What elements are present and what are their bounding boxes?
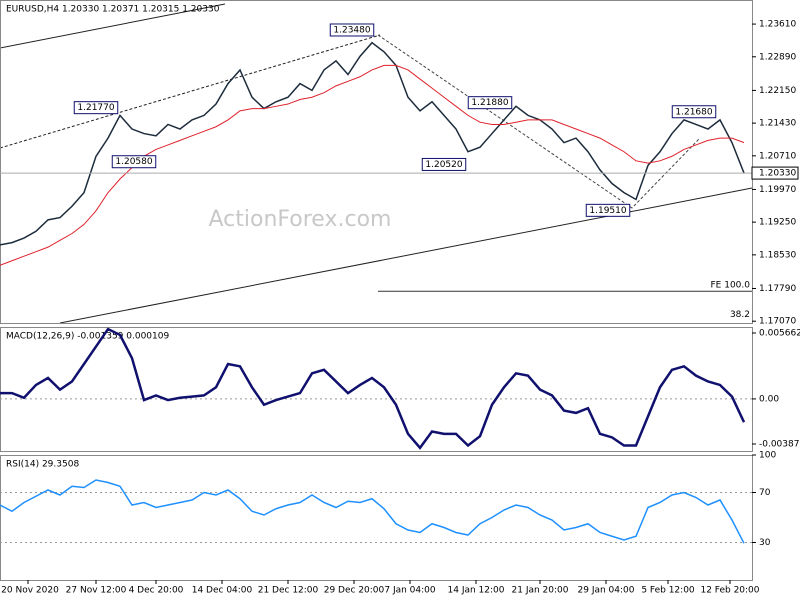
price-label-box (73, 101, 119, 115)
y-tick-label: 1.19970 (759, 185, 796, 195)
panel-title: EURUSD,H4 1.20330 1.20371 1.20315 1.2033… (6, 5, 220, 15)
price-label-box (111, 155, 157, 169)
channel-line (0, 3, 226, 49)
y-tick-label: 0.005662 (759, 328, 800, 338)
panel-title: RSI(14) 29.3508 (6, 460, 79, 470)
series-line (0, 327, 746, 450)
x-tick-label: 12 Feb 20:00 (700, 586, 759, 596)
fibo-line (377, 34, 701, 209)
trend-line (59, 187, 753, 324)
price-label-box (467, 96, 513, 110)
price-label: 1.21880 (471, 98, 508, 108)
watermark: ActionForex.com (209, 207, 392, 232)
price-label: 1.20520 (425, 160, 462, 170)
x-tick-label: 5 Feb 12:00 (641, 586, 695, 596)
x-tick-label: 14 Jan 12:00 (448, 586, 505, 596)
x-tick-label: 29 Jan 04:00 (578, 586, 635, 596)
x-tick-label: 14 Dec 04:00 (192, 586, 253, 596)
panel-frame (0, 327, 753, 452)
y-tick-label: 30 (759, 538, 771, 548)
fibo-level-label: 38.2 (730, 310, 750, 320)
last-price-box (751, 166, 799, 180)
price-label: 1.23480 (333, 25, 370, 35)
price-label: 1.21680 (675, 107, 712, 117)
channel-line (0, 34, 381, 149)
x-tick-label: 4 Dec 20:00 (129, 586, 184, 596)
y-tick-label: -0.003872 (759, 440, 800, 450)
y-tick-label: 1.22890 (759, 52, 796, 62)
price-label-box (671, 105, 717, 119)
y-tick-label: 1.21430 (759, 119, 796, 129)
price-label: 1.20580 (115, 157, 152, 167)
price-label-box (329, 23, 375, 37)
last-price-label: 1.20330 (759, 169, 796, 179)
panel-title: MACD(12,26,9) -0.001359 0.000109 (6, 332, 169, 342)
y-tick-label: 1.17070 (759, 317, 796, 327)
x-tick-label: 7 Jan 04:00 (384, 586, 436, 596)
panel-frame (0, 455, 753, 581)
price-label-box (585, 203, 631, 217)
y-tick-label: 70 (759, 488, 771, 498)
series-line (0, 41, 745, 246)
fibo-level-label: FE 100.0 (711, 281, 751, 291)
y-tick-label: 1.19250 (759, 218, 796, 228)
price-label: 1.19510 (589, 206, 626, 216)
y-tick-label: 100 (759, 451, 776, 461)
x-tick-label: 29 Dec 20:00 (324, 586, 385, 596)
y-tick-label: 1.22150 (759, 86, 796, 96)
x-tick-label: 21 Dec 12:00 (258, 586, 319, 596)
series-line (0, 64, 745, 266)
y-tick-label: 1.23610 (759, 20, 796, 30)
x-tick-label: 21 Jan 20:00 (512, 586, 569, 596)
x-tick-label: 20 Nov 2020 (1, 586, 59, 596)
price-label: 1.21770 (77, 103, 114, 113)
price-label-box (421, 157, 467, 171)
x-tick-label: 27 Nov 12:00 (66, 586, 127, 596)
y-tick-label: 1.20710 (759, 151, 796, 161)
panel-frame (0, 0, 753, 324)
y-tick-label: 1.18530 (759, 250, 796, 260)
y-tick-label: 0.00 (759, 394, 779, 404)
y-tick-label: 1.17790 (759, 284, 796, 294)
series-line (0, 479, 745, 544)
